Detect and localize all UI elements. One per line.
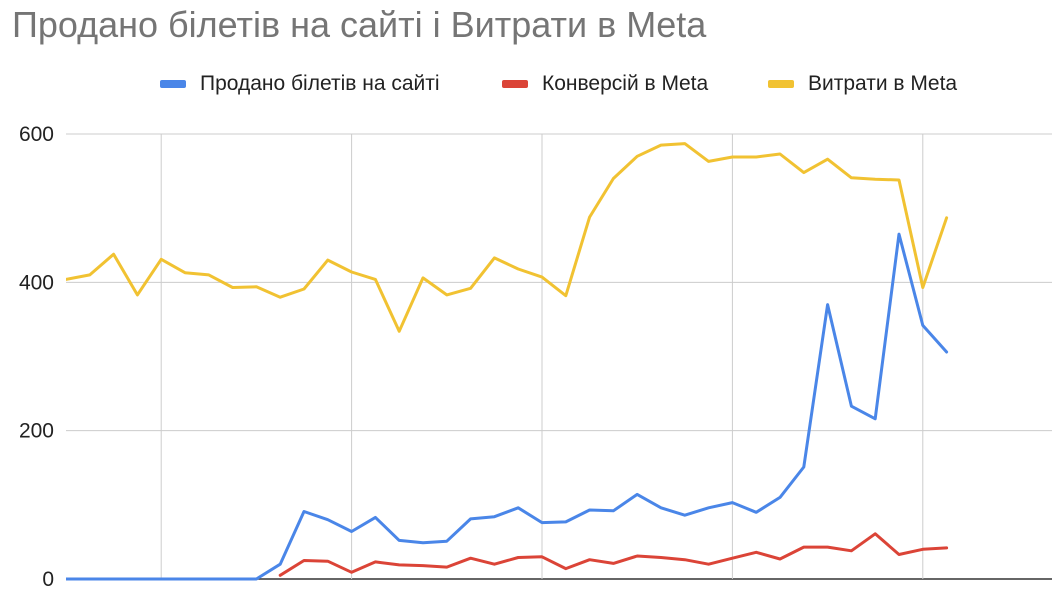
legend: Продано білетів на сайті Конверсій в Meta… — [0, 66, 1052, 106]
legend-label: Продано білетів на сайті — [200, 72, 440, 95]
y-tick-label: 400 — [19, 271, 54, 294]
series-line-2 — [278, 532, 949, 577]
legend-swatch — [768, 80, 794, 88]
series-line-1 — [66, 232, 949, 581]
legend-item-3: Витрати в Meta — [768, 66, 957, 102]
legend-swatch — [502, 80, 528, 88]
legend-label: Конверсій в Meta — [542, 72, 709, 95]
series-line-3 — [66, 142, 949, 333]
legend-swatch — [160, 80, 186, 88]
legend-label: Витрати в Meta — [808, 72, 958, 95]
legend-item-2: Конверсій в Meta — [502, 66, 708, 102]
y-tick-label: 600 — [19, 123, 54, 146]
chart-title: Продано білетів на сайті і Витрати в Met… — [12, 4, 707, 45]
y-tick-label: 0 — [42, 568, 54, 591]
legend-item-1: Продано білетів на сайті — [160, 66, 440, 102]
y-tick-label: 200 — [19, 420, 54, 443]
